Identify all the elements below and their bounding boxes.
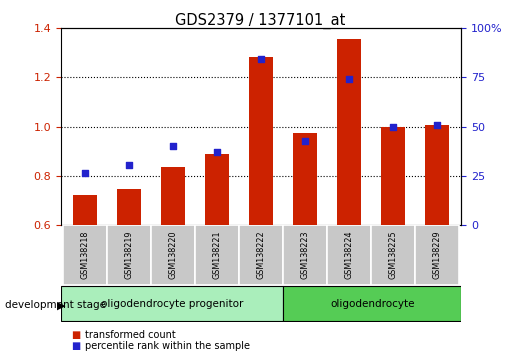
- Bar: [117, 189, 141, 225]
- Text: transformed count: transformed count: [85, 330, 175, 339]
- Text: oligodendrocyte: oligodendrocyte: [330, 298, 414, 309]
- Point: [388, 124, 397, 129]
- Bar: [425, 125, 449, 225]
- Text: oligodendrocyte progenitor: oligodendrocyte progenitor: [101, 298, 243, 309]
- Bar: [283, 225, 327, 285]
- Point: [344, 76, 353, 81]
- Text: GSM138221: GSM138221: [213, 230, 222, 279]
- Text: GSM138222: GSM138222: [257, 230, 266, 279]
- Text: GSM138219: GSM138219: [125, 230, 134, 279]
- Point: [169, 143, 178, 149]
- Bar: [283, 286, 461, 321]
- Bar: [415, 225, 459, 285]
- Text: GSM138220: GSM138220: [169, 230, 178, 279]
- Bar: [371, 225, 415, 285]
- Point: [81, 170, 90, 176]
- Point: [257, 56, 265, 62]
- Text: GSM138223: GSM138223: [301, 230, 310, 279]
- Text: GSM138225: GSM138225: [388, 230, 398, 279]
- Text: ■: ■: [72, 341, 81, 351]
- Text: GSM138218: GSM138218: [81, 231, 90, 279]
- Bar: [161, 167, 185, 225]
- Bar: [151, 225, 195, 285]
- Bar: [73, 195, 97, 225]
- Text: ▶: ▶: [57, 300, 66, 310]
- Point: [213, 149, 222, 155]
- Bar: [293, 133, 317, 225]
- Bar: [63, 225, 107, 285]
- Text: GSM138229: GSM138229: [432, 230, 441, 279]
- Bar: [249, 57, 273, 225]
- Bar: [205, 154, 229, 225]
- Bar: [195, 225, 239, 285]
- Point: [125, 162, 134, 167]
- Text: GDS2379 / 1377101_at: GDS2379 / 1377101_at: [174, 12, 345, 29]
- Text: percentile rank within the sample: percentile rank within the sample: [85, 341, 250, 351]
- Point: [432, 122, 441, 128]
- Text: GSM138224: GSM138224: [344, 230, 354, 279]
- Point: [301, 138, 309, 144]
- Bar: [61, 286, 283, 321]
- Bar: [239, 225, 283, 285]
- Bar: [327, 225, 371, 285]
- Bar: [381, 127, 405, 225]
- Bar: [107, 225, 151, 285]
- Text: ■: ■: [72, 330, 81, 339]
- Bar: [337, 39, 361, 225]
- Text: development stage: development stage: [5, 300, 107, 310]
